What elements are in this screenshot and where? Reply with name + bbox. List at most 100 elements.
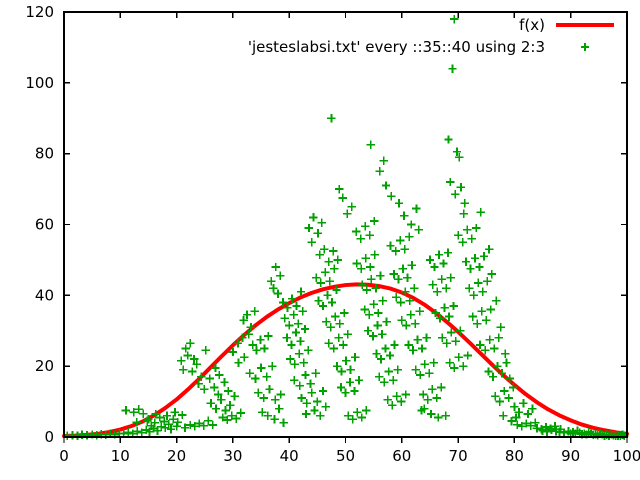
data-point <box>369 299 378 309</box>
data-point <box>227 411 236 420</box>
data-point <box>471 223 481 233</box>
data-point <box>256 335 265 344</box>
data-point <box>502 358 511 367</box>
x-tick-label-80: 80 <box>505 447 524 465</box>
data-point <box>190 422 199 431</box>
data-point <box>517 422 526 431</box>
data-point <box>291 328 301 337</box>
data-point <box>341 356 351 366</box>
data-point <box>511 413 521 422</box>
data-point <box>461 257 471 266</box>
data-point <box>362 285 372 295</box>
data-point <box>245 369 254 378</box>
data-point <box>441 411 450 420</box>
data-point <box>350 353 360 362</box>
data-point <box>498 411 508 420</box>
x-tick-label-30: 30 <box>223 447 242 465</box>
data-point <box>263 411 273 420</box>
data-point <box>392 392 401 401</box>
data-point <box>425 255 435 265</box>
data-point <box>448 64 457 73</box>
data-point <box>340 308 349 318</box>
data-point <box>373 308 383 318</box>
data-point <box>203 416 213 425</box>
data-point <box>260 344 269 353</box>
data-point <box>244 330 253 339</box>
data-point <box>301 370 310 380</box>
data-point <box>489 344 499 353</box>
data-point <box>547 425 556 435</box>
data-point <box>327 298 337 307</box>
data-point <box>216 395 226 405</box>
data-point <box>297 393 306 403</box>
data-point <box>211 404 221 413</box>
data-point <box>121 406 131 415</box>
data-point <box>381 344 390 353</box>
data-point <box>317 218 327 227</box>
data-point <box>408 346 418 355</box>
data-point <box>373 321 382 330</box>
data-point <box>197 372 206 381</box>
data-point <box>446 177 455 187</box>
data-point <box>510 402 519 412</box>
data-point <box>344 411 353 420</box>
y-tick-label-20: 20 <box>35 357 54 375</box>
data-point <box>542 427 552 436</box>
data-point <box>248 340 257 350</box>
data-point <box>178 410 187 420</box>
data-point <box>458 238 467 247</box>
data-point <box>475 340 485 350</box>
data-point <box>265 384 274 394</box>
data-point <box>449 363 459 373</box>
data-point <box>370 250 379 259</box>
data-point <box>449 14 459 24</box>
data-point <box>318 386 328 396</box>
data-point <box>350 386 359 396</box>
data-point <box>332 361 342 371</box>
data-point <box>389 376 398 385</box>
data-point <box>412 204 421 213</box>
data-point <box>324 257 333 266</box>
data-point <box>183 351 193 360</box>
data-point <box>409 284 419 293</box>
data-point <box>411 365 421 374</box>
data-point <box>323 291 332 300</box>
data-point <box>224 386 233 396</box>
data-point <box>366 140 376 150</box>
data-point <box>206 399 216 408</box>
data-point <box>185 420 195 430</box>
axis-tick-labels: 0 10 20 30 40 50 60 70 80 90 100 0 20 40 60 80 100 120 <box>25 3 640 465</box>
data-point <box>442 338 452 348</box>
data-point <box>394 275 403 284</box>
data-point <box>220 377 229 387</box>
data-point <box>538 426 547 435</box>
data-point <box>391 292 401 302</box>
data-point <box>360 305 369 314</box>
data-point <box>282 333 292 343</box>
x-tick-label-100: 100 <box>613 447 640 465</box>
data-point <box>304 346 313 355</box>
data-point <box>189 354 199 364</box>
data-point <box>445 358 454 367</box>
data-point <box>491 392 500 401</box>
data-point <box>465 284 474 293</box>
data-point <box>386 191 396 201</box>
legend: f(x)'jesteslabsi.txt' every ::35::40 usi… <box>248 16 614 56</box>
data-point <box>459 209 468 219</box>
data-point <box>446 273 455 282</box>
data-point <box>335 319 345 328</box>
data-point <box>345 377 355 387</box>
data-point <box>225 400 235 410</box>
data-point <box>132 417 141 427</box>
data-point <box>251 374 260 383</box>
data-point <box>337 367 346 376</box>
data-point <box>429 358 439 367</box>
data-point <box>221 406 230 415</box>
data-point <box>205 374 215 383</box>
data-point <box>407 261 417 270</box>
data-point <box>201 346 211 355</box>
data-point <box>166 425 176 434</box>
data-point <box>307 238 316 247</box>
y-tick-label-0: 0 <box>44 428 54 446</box>
